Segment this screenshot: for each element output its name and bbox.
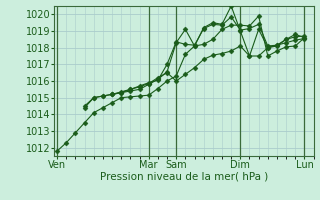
X-axis label: Pression niveau de la mer( hPa ): Pression niveau de la mer( hPa ) (100, 172, 268, 182)
